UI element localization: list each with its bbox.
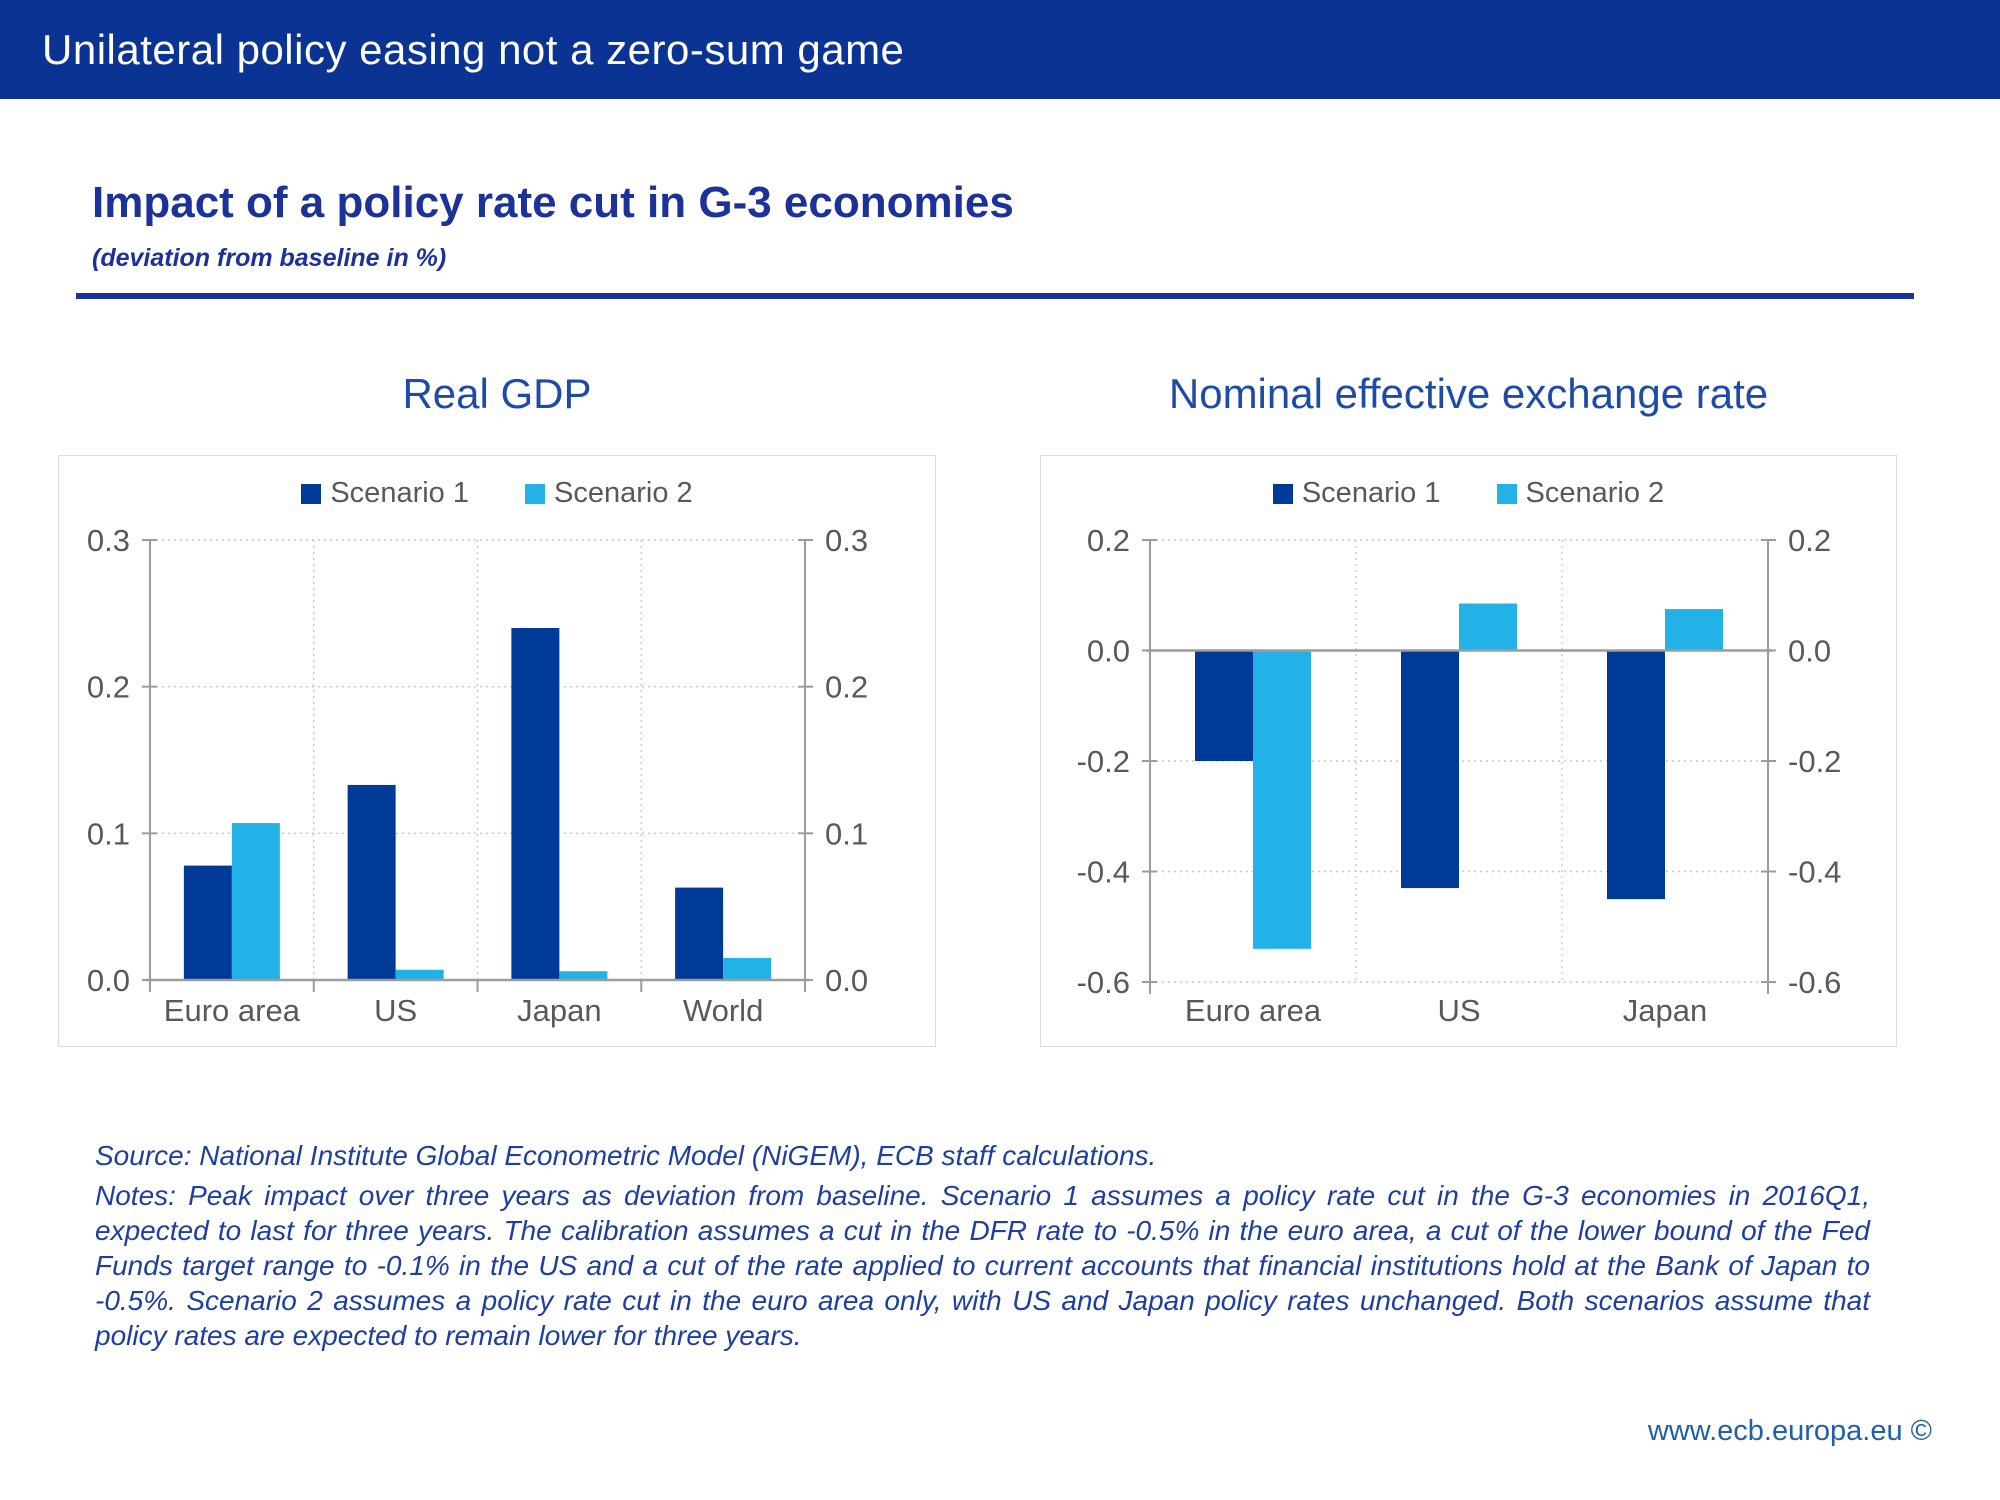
legend-item-scenario-1: Scenario 1	[1272, 477, 1441, 510]
title-underline	[76, 293, 1914, 299]
section-subtitle: (deviation from baseline in %)	[92, 244, 447, 272]
svg-text:Euro area: Euro area	[164, 993, 301, 1028]
svg-text:-0.6: -0.6	[1077, 965, 1130, 1000]
svg-text:US: US	[374, 993, 417, 1028]
svg-text:0.0: 0.0	[87, 963, 130, 998]
real-gdp-chart: Real GDP 0.3 0.3 0.2 0.2 0.1 0.1 0.0 0.0 Euro ar…	[58, 340, 936, 1047]
svg-text:-0.4: -0.4	[1788, 855, 1841, 890]
source-note: Source: National Institute Global Econom…	[95, 1140, 1157, 1171]
svg-text:0.2: 0.2	[1788, 523, 1831, 558]
legend-item-scenario-2: Scenario 2	[525, 477, 693, 510]
legend-swatch-scenario-1	[301, 483, 322, 504]
svg-text:0.0: 0.0	[1788, 634, 1831, 669]
svg-text:0.1: 0.1	[87, 816, 130, 851]
neer-plot: 0.2 0.2 0.0 0.0 -0.2 -0.2 -0.4 -0.4 -0.6 -0.6 Euro…	[1077, 523, 1842, 1028]
legend-swatch-scenario-2	[525, 483, 545, 504]
legend-label-scenario-1: Scenario 1	[330, 477, 469, 509]
legend-item-scenario-1: Scenario 1	[301, 477, 469, 510]
legend-label-scenario-2: Scenario 2	[1525, 477, 1665, 509]
legend-swatch-scenario-2	[1496, 483, 1517, 504]
svg-text:0.3: 0.3	[87, 523, 130, 558]
legend-item-scenario-2: Scenario 2	[1496, 477, 1665, 510]
svg-text:0.1: 0.1	[825, 816, 868, 851]
svg-text:0.3: 0.3	[825, 523, 868, 558]
neer-chart-frame	[1040, 455, 1897, 1047]
legend-label-scenario-1: Scenario 1	[1301, 477, 1441, 509]
svg-text:Euro area: Euro area	[1185, 993, 1322, 1028]
svg-text:-0.4: -0.4	[1077, 855, 1130, 890]
real-gdp-plot: 0.3 0.3 0.2 0.2 0.1 0.1 0.0 0.0 Euro area US Japan…	[87, 523, 868, 1028]
neer-chart: Nominal effective exchange rate 0.2 0.2 0.…	[1040, 340, 1897, 1047]
real-gdp-legend: Scenario 1 Scenario 2	[58, 477, 936, 510]
svg-text:0.2: 0.2	[825, 670, 868, 705]
svg-text:0.2: 0.2	[1087, 523, 1130, 558]
svg-text:-0.6: -0.6	[1788, 965, 1841, 1000]
legend-swatch-scenario-1	[1272, 483, 1293, 504]
slide-title: Unilateral policy easing not a zero-sum …	[42, 25, 905, 73]
svg-text:Japan: Japan	[517, 993, 601, 1028]
notes-text: Notes: Peak impact over three years as d…	[95, 1180, 1870, 1351]
neer-legend: Scenario 1 Scenario 2	[1040, 477, 1897, 510]
svg-text:World: World	[683, 993, 763, 1028]
svg-text:-0.2: -0.2	[1788, 744, 1841, 779]
svg-text:US: US	[1437, 993, 1480, 1028]
real-gdp-chart-title: Real GDP	[402, 370, 592, 417]
ecb-url: www.ecb.europa.eu ©	[1647, 1415, 1932, 1447]
svg-text:Japan: Japan	[1623, 993, 1707, 1028]
legend-label-scenario-2: Scenario 2	[554, 477, 693, 509]
neer-chart-title: Nominal effective exchange rate	[1168, 370, 1769, 417]
slide-header-bar: Unilateral policy easing not a zero-sum …	[0, 0, 2000, 99]
svg-text:-0.2: -0.2	[1077, 744, 1130, 779]
section-title: Impact of a policy rate cut in G-3 econo…	[92, 178, 1014, 227]
svg-text:0.2: 0.2	[87, 670, 130, 705]
svg-text:0.0: 0.0	[1087, 634, 1130, 669]
svg-text:0.0: 0.0	[825, 963, 868, 998]
